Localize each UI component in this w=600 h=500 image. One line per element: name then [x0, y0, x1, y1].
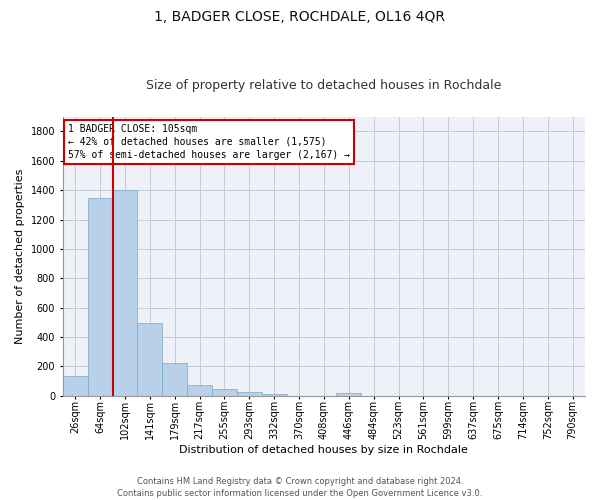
Bar	[162, 362, 187, 396]
Bar	[337, 393, 361, 396]
Bar	[212, 389, 237, 396]
Y-axis label: Number of detached properties: Number of detached properties	[15, 168, 25, 344]
Bar	[187, 385, 212, 396]
Title: Size of property relative to detached houses in Rochdale: Size of property relative to detached ho…	[146, 79, 502, 92]
Bar	[113, 190, 137, 396]
X-axis label: Distribution of detached houses by size in Rochdale: Distribution of detached houses by size …	[179, 445, 469, 455]
Bar	[88, 198, 113, 396]
Bar	[262, 394, 287, 396]
Bar	[63, 376, 88, 396]
Text: 1 BADGER CLOSE: 105sqm
← 42% of detached houses are smaller (1,575)
57% of semi-: 1 BADGER CLOSE: 105sqm ← 42% of detached…	[68, 124, 350, 160]
Text: 1, BADGER CLOSE, ROCHDALE, OL16 4QR: 1, BADGER CLOSE, ROCHDALE, OL16 4QR	[155, 10, 445, 24]
Bar	[137, 323, 162, 396]
Text: Contains HM Land Registry data © Crown copyright and database right 2024.
Contai: Contains HM Land Registry data © Crown c…	[118, 476, 482, 498]
Bar	[237, 392, 262, 396]
